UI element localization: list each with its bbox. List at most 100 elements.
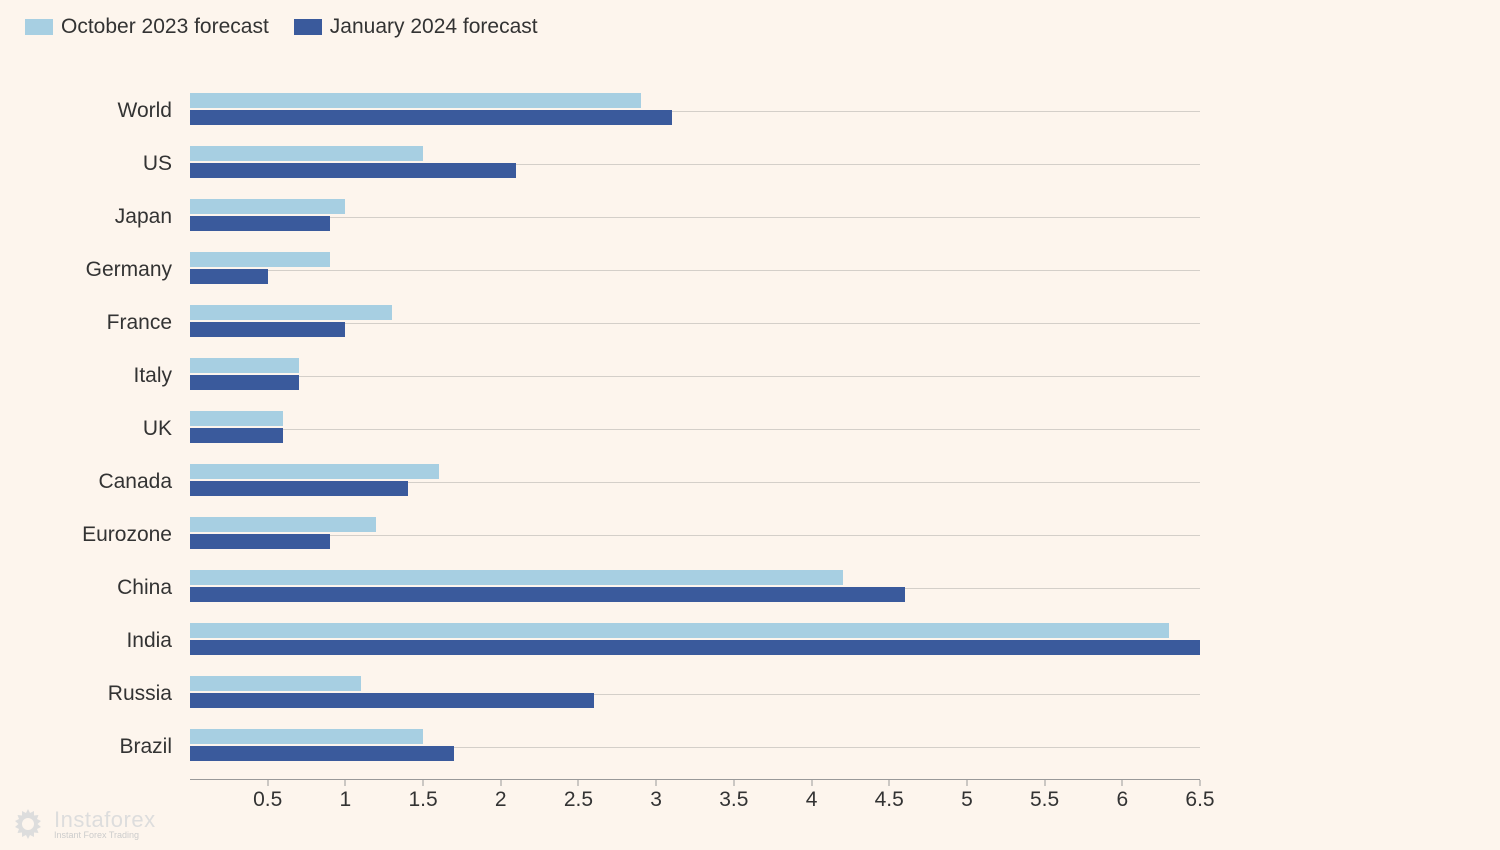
legend-label-series-a: October 2023 forecast [61,15,269,39]
x-tick-mark [267,780,268,786]
x-axis: 0.511.522.533.544.555.566.5 [190,779,1200,819]
x-tick-label: 4 [806,788,818,812]
watermark-title: Instaforex [54,809,156,831]
gear-icon [10,806,46,842]
category-label: UK [143,417,172,441]
x-tick-label: 6 [1116,788,1128,812]
chart-row: World [190,84,1200,137]
bar-series-b [190,534,330,549]
legend-swatch-a [25,19,53,35]
bar-series-b [190,216,330,231]
bar-series-b [190,746,454,761]
bar-series-b [190,693,594,708]
bar-series-a [190,146,423,161]
category-label: Eurozone [82,523,172,547]
watermark-subtitle: Instant Forex Trading [54,831,156,840]
bar-group [190,614,1200,667]
x-tick-mark [656,780,657,786]
bar-group [190,84,1200,137]
x-tick-mark [811,780,812,786]
x-tick-label: 4.5 [875,788,904,812]
chart-rows: WorldUSJapanGermanyFranceItalyUKCanadaEu… [190,84,1200,779]
x-tick-mark [1200,780,1201,786]
x-tick-mark [1044,780,1045,786]
legend-item-series-a: October 2023 forecast [25,15,269,39]
category-label: Canada [98,470,172,494]
chart-row: Eurozone [190,508,1200,561]
bar-series-a [190,676,361,691]
chart-legend: October 2023 forecast January 2024 forec… [20,15,1480,39]
chart-plot-area: WorldUSJapanGermanyFranceItalyUKCanadaEu… [190,84,1200,779]
x-tick-mark [578,780,579,786]
x-tick-mark [423,780,424,786]
bar-series-b [190,375,299,390]
chart-row: Russia [190,667,1200,720]
bar-series-b [190,322,345,337]
x-tick-label: 1.5 [408,788,437,812]
bar-series-a [190,411,283,426]
bar-series-a [190,199,345,214]
bar-series-a [190,305,392,320]
bar-group [190,508,1200,561]
category-label: World [118,99,172,123]
bar-group [190,667,1200,720]
bar-series-a [190,623,1169,638]
bar-series-a [190,517,376,532]
bar-series-a [190,729,423,744]
bar-group [190,349,1200,402]
watermark: Instaforex Instant Forex Trading [10,806,156,842]
bar-series-a [190,464,439,479]
bar-group [190,720,1200,773]
category-label: Germany [86,258,172,282]
bar-series-b [190,428,283,443]
bar-series-a [190,252,330,267]
bar-series-b [190,481,408,496]
chart-row: US [190,137,1200,190]
chart-row: India [190,614,1200,667]
bar-series-a [190,358,299,373]
chart-row: Germany [190,243,1200,296]
category-label: Brazil [119,735,172,759]
bar-series-b [190,163,516,178]
x-tick-mark [966,780,967,786]
bar-series-a [190,93,641,108]
chart-row: Italy [190,349,1200,402]
x-tick-label: 6.5 [1185,788,1214,812]
x-tick-mark [1122,780,1123,786]
bar-group [190,455,1200,508]
chart-row: France [190,296,1200,349]
category-label: US [143,152,172,176]
x-tick-label: 5 [961,788,973,812]
x-tick-label: 2 [495,788,507,812]
category-label: France [107,311,172,335]
chart-row: UK [190,402,1200,455]
bar-series-b [190,587,905,602]
legend-swatch-b [294,19,322,35]
category-label: Italy [133,364,172,388]
category-label: India [126,629,172,653]
chart-row: Canada [190,455,1200,508]
category-label: Japan [115,205,172,229]
chart-row: China [190,561,1200,614]
chart-row: Brazil [190,720,1200,773]
bar-group [190,243,1200,296]
bar-series-b [190,640,1200,655]
x-tick-mark [889,780,890,786]
bar-group [190,190,1200,243]
x-tick-label: 2.5 [564,788,593,812]
bar-group [190,561,1200,614]
x-tick-label: 0.5 [253,788,282,812]
x-tick-mark [500,780,501,786]
x-tick-mark [733,780,734,786]
chart-row: Japan [190,190,1200,243]
x-tick-label: 3.5 [719,788,748,812]
x-tick-label: 3 [650,788,662,812]
legend-item-series-b: January 2024 forecast [294,15,538,39]
chart-container: October 2023 forecast January 2024 forec… [0,0,1500,850]
x-tick-label: 1 [340,788,352,812]
bar-series-b [190,110,672,125]
bar-series-a [190,570,843,585]
bar-group [190,137,1200,190]
x-tick-label: 5.5 [1030,788,1059,812]
watermark-text: Instaforex Instant Forex Trading [54,809,156,840]
